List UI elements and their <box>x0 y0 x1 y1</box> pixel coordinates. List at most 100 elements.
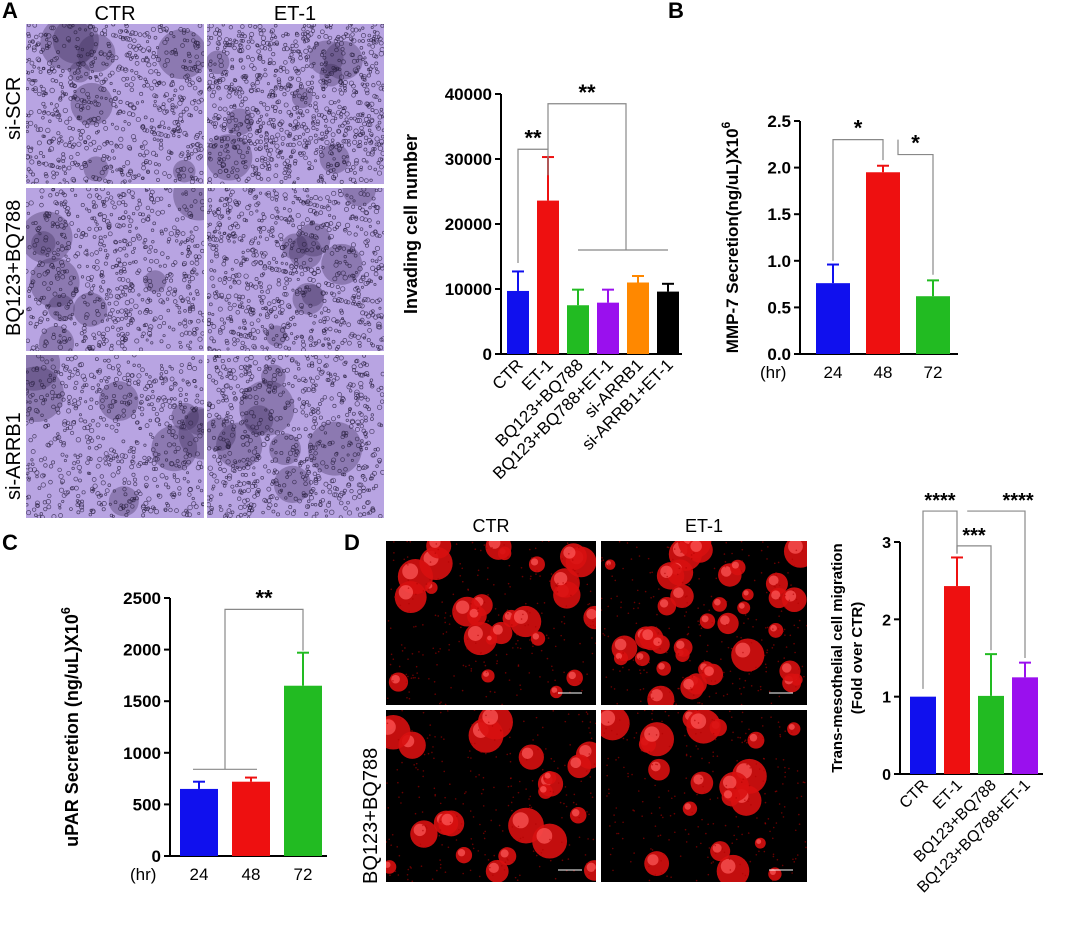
y-tick-label: 1000 <box>123 744 161 763</box>
bracket-line <box>224 608 304 770</box>
significance-label: * <box>911 131 920 156</box>
bracket-line <box>832 139 884 261</box>
y-axis-label: uPAR Secretion (ng/uL)X106 <box>59 607 82 847</box>
col-head-et1: ET-1 <box>273 3 317 25</box>
fluorescence-d-bq-ctr <box>386 710 596 882</box>
bar-CTR <box>910 696 936 774</box>
y-tick-label: 500 <box>133 795 161 814</box>
bar-BQ123+BQ788 <box>978 695 1004 774</box>
x-tick-label: 48 <box>874 363 893 382</box>
y-tick-label: 2 <box>882 612 891 629</box>
micrograph-texture <box>207 355 384 518</box>
micrograph-a-arrb1-et1 <box>207 355 384 518</box>
y-tick-label: 40000 <box>445 85 492 104</box>
fluorescence-texture <box>601 710 807 882</box>
bar-48 <box>866 172 900 354</box>
fluorescence-d-bq-et1 <box>601 710 807 882</box>
x-tick-label: CTR <box>489 355 527 393</box>
bar-ET-1 <box>537 200 559 354</box>
chart-mmp7: 0.0 0.5 1.0 1.5 2.0 2.5 24 48 72 (hr) MMP-7 Secret… <box>719 112 958 382</box>
micrograph-texture <box>26 188 204 351</box>
row-head-d-bq: BQ123+BQ788 <box>360 747 382 884</box>
y-tick-label: 1.0 <box>767 252 791 271</box>
fluorescence-texture <box>386 541 596 705</box>
fluorescence-d-ctr <box>386 541 596 705</box>
chart-upar: 0 500 1000 1500 2000 2500 24 48 72 (hr) uPAR Secre… <box>59 585 327 884</box>
bar-BQ123+BQ788 <box>567 305 589 354</box>
bracket-line <box>517 148 549 263</box>
significance-label: **** <box>924 490 955 512</box>
y-tick-label: 2500 <box>123 589 161 608</box>
significance-ctr-et1: **** <box>922 490 958 689</box>
axes: 0 500 1000 1500 2000 2500 <box>123 589 327 866</box>
y-tick-label: 2.0 <box>767 159 791 178</box>
bar-24 <box>816 283 850 354</box>
y-tick-label: 0.5 <box>767 298 791 317</box>
bar-BQ123+BQ788+ET-1 <box>597 302 619 354</box>
y-tick-label: 30000 <box>445 150 492 169</box>
significance-et1-bqet1-bracket <box>967 510 1026 658</box>
micrograph-a-scr-ctr <box>26 24 204 184</box>
col-head-d-et1: ET-1 <box>684 516 723 536</box>
panel-letter-c: C <box>2 530 18 555</box>
y-tick-label: 0.0 <box>767 345 791 364</box>
significance-label: ** <box>255 585 273 610</box>
y-tick-label: 2000 <box>123 641 161 660</box>
micrograph-texture <box>207 188 384 351</box>
significance-label: * <box>854 116 863 141</box>
row-head-si-scr: si-SCR <box>3 76 25 140</box>
micrograph-a-bq-et1 <box>207 188 384 351</box>
significance-48-72: * <box>897 131 934 275</box>
bracket-line <box>922 510 958 689</box>
micrograph-a-scr-et1 <box>207 24 384 184</box>
chart-invasion: 010000200003000040000CTRET-1BQ123+BQ788B… <box>401 80 682 483</box>
y-tick-label: 2.5 <box>767 112 791 131</box>
micrograph-a-bq-ctr <box>26 188 204 351</box>
micrograph-texture <box>26 355 204 518</box>
row-head-si-arrb1: si-ARRB1 <box>3 412 25 500</box>
x-tick-label: 24 <box>190 865 209 884</box>
y-tick-label: 0 <box>882 767 891 784</box>
bracket-line <box>967 510 1026 658</box>
micrograph-a-arrb1-ctr <box>26 355 204 518</box>
significance-24-48: * <box>832 116 884 261</box>
bar-BQ123+BQ788+ET-1 <box>1012 677 1038 774</box>
x-tick-label: 72 <box>294 865 313 884</box>
x-tick-label: 48 <box>242 865 261 884</box>
y-tick-label: 1500 <box>123 692 161 711</box>
bar-si-ARRB1 <box>627 282 649 354</box>
y-tick-label: 20000 <box>445 215 492 234</box>
panel-letter-a: A <box>2 0 18 23</box>
micrograph-texture <box>207 24 384 184</box>
significance-label: ** <box>524 125 542 150</box>
x-tick-label: CTR <box>897 777 932 812</box>
axes: 0.0 0.5 1.0 1.5 2.0 2.5 <box>767 112 958 364</box>
significance-group-72: ** <box>224 585 304 770</box>
significance-label: *** <box>962 525 986 547</box>
y-tick-label: 1 <box>882 690 891 707</box>
y-axis-label: Invading cell number <box>401 134 421 314</box>
bar-72 <box>916 296 950 354</box>
fluorescence-texture <box>601 541 807 705</box>
y-axis-label: Trans-mesothelial cell migration <box>829 543 846 772</box>
bar-CTR <box>507 290 529 354</box>
y-axis-label-sup: 6 <box>719 121 733 128</box>
col-head-d-ctr: CTR <box>472 516 510 536</box>
y-axis-label-2: (Fold over CTR) <box>849 602 866 715</box>
significance-et1-group: ** <box>547 80 627 250</box>
y-tick-label: 10000 <box>445 280 492 299</box>
y-axis-label: MMP-7 Secretion(ng/uL)X106 <box>719 121 742 353</box>
x-unit-label: (hr) <box>130 865 156 884</box>
bar-si-ARRB1+ET-1 <box>657 291 679 354</box>
y-tick-label: 3 <box>882 535 891 552</box>
bar-24 <box>180 788 218 856</box>
significance-label: ** <box>578 80 596 105</box>
bracket-line <box>956 545 992 651</box>
x-tick-label: 24 <box>824 363 843 382</box>
axes: 0 10000 20000 30000 40000 <box>445 85 682 364</box>
row-head-bq: BQ123+BQ788 <box>3 199 25 336</box>
y-tick-label: 0 <box>152 847 161 866</box>
fluorescence-d-et1 <box>601 541 807 705</box>
y-axis-label-sup: 6 <box>59 607 73 614</box>
bar-72 <box>284 685 322 856</box>
